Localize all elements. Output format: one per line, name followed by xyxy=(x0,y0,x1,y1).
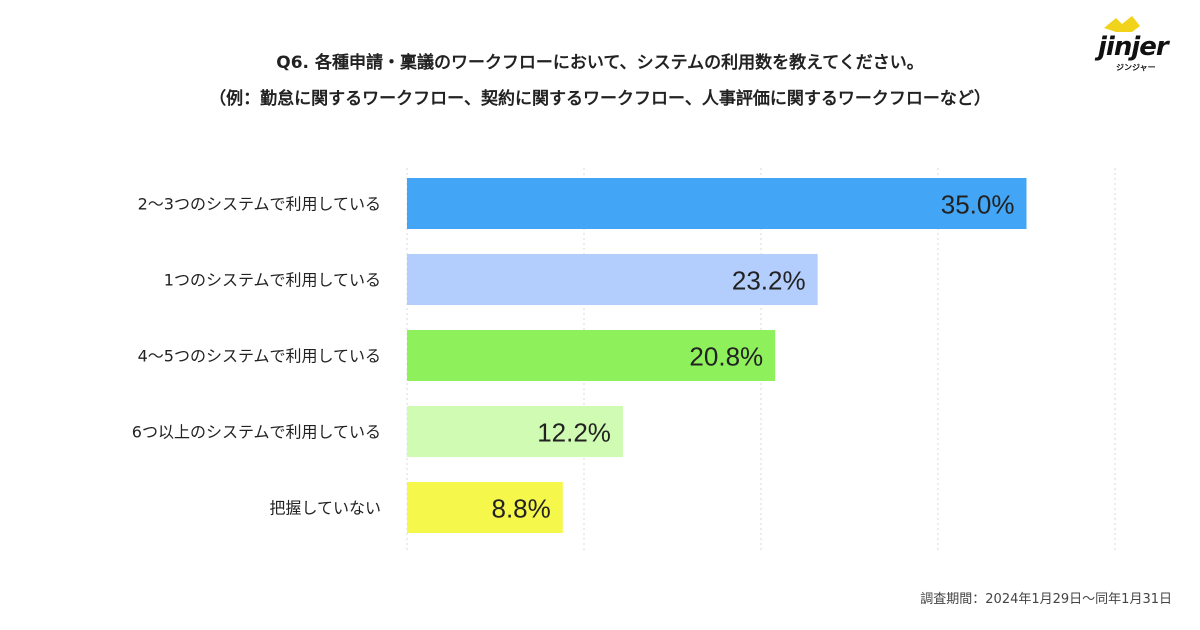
value-label: 12.2% xyxy=(537,418,611,448)
bar xyxy=(407,254,818,305)
category-label: 6つ以上のシステムで利用している xyxy=(132,423,381,442)
category-label: 4〜5つのシステムで利用している xyxy=(138,347,381,366)
chart-title-line2: （例：勤怠に関するワークフロー、契約に関するワークフロー、人事評価に関するワーク… xyxy=(209,89,991,109)
value-label: 35.0% xyxy=(941,190,1015,220)
category-label: 2〜3つのシステムで利用している xyxy=(138,195,381,214)
bar xyxy=(407,482,563,533)
logo-sub: ジンジャー xyxy=(1116,63,1156,72)
category-label: 1つのシステムで利用している xyxy=(164,271,381,290)
survey-period-note: 調査期間：2024年1月29日〜同年1月31日 xyxy=(920,592,1172,607)
value-label: 20.8% xyxy=(689,342,763,372)
logo-word: jinjer xyxy=(1098,32,1169,62)
logo-mark-icon xyxy=(1104,16,1140,32)
value-label: 23.2% xyxy=(732,266,806,296)
bar xyxy=(407,406,623,457)
chart-title-line1: Q6. 各種申請・稟議のワークフローにおいて、システムの利用数を教えてください。 xyxy=(276,53,924,73)
bar xyxy=(407,178,1027,229)
bar xyxy=(407,330,776,381)
value-label: 8.8% xyxy=(491,494,550,524)
category-label: 把握していない xyxy=(269,499,381,518)
jinjer-logo: jinjer ジンジャー xyxy=(1094,14,1180,74)
